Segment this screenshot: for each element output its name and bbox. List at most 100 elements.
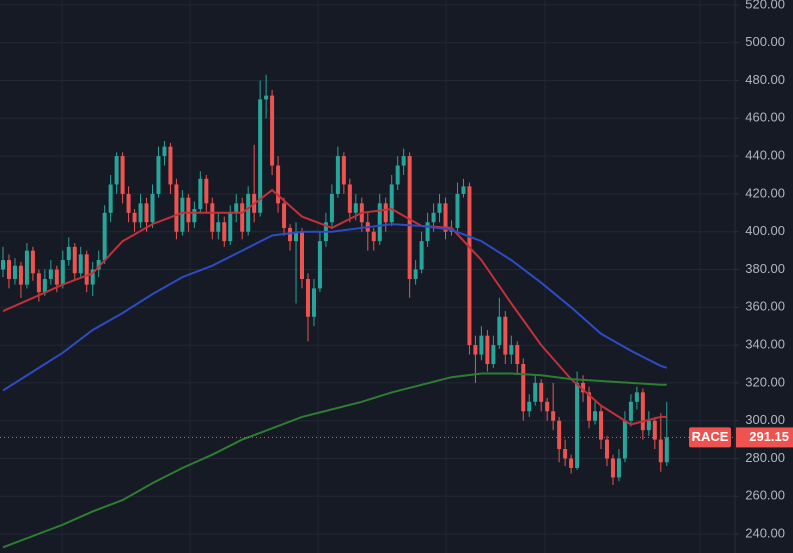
candle-body: [443, 203, 448, 232]
candle-body: [455, 193, 460, 228]
candle-body: [246, 193, 251, 232]
candle-body: [646, 420, 651, 431]
candle-body: [341, 156, 346, 185]
candle-body: [383, 203, 388, 223]
candle-body: [198, 178, 203, 210]
candle-body: [42, 278, 47, 293]
candle-body: [425, 222, 430, 242]
y-tick-label: 320.00: [745, 374, 785, 389]
y-tick-label: 240.00: [745, 526, 785, 541]
candle-body: [54, 269, 59, 285]
candle-body: [509, 345, 514, 355]
candle-body: [168, 146, 173, 185]
candle-body: [545, 401, 550, 412]
candle-body: [270, 95, 275, 166]
candle-body: [658, 439, 663, 463]
candle-body: [587, 392, 592, 421]
candle-body: [473, 345, 478, 355]
candle-body: [24, 250, 29, 285]
y-tick-label: 520.00: [745, 0, 785, 11]
y-tick-label: 440.00: [745, 148, 785, 163]
candle-body: [353, 203, 358, 213]
moving-average-line: [2, 372, 667, 549]
candle-body: [329, 193, 334, 223]
candle-body: [652, 420, 657, 440]
candle-body: [395, 165, 400, 185]
candle-body: [108, 184, 113, 213]
candle-body: [6, 260, 11, 279]
candle-body: [503, 316, 508, 355]
candle-body: [84, 254, 89, 285]
candle-body: [96, 260, 101, 270]
price-badge: [736, 427, 793, 448]
candle-body: [317, 241, 322, 289]
moving-average-line: [2, 223, 668, 392]
candle-body: [186, 197, 191, 223]
candle-body: [90, 269, 95, 285]
candle-body: [593, 411, 598, 421]
candle-body: [126, 193, 131, 213]
candle-body: [563, 449, 568, 459]
symbol-badge: [689, 427, 731, 448]
candle-body: [282, 203, 287, 228]
candle-body: [36, 273, 41, 293]
candle-body: [180, 197, 185, 232]
candle-body: [204, 178, 209, 204]
y-tick-label: 360.00: [745, 299, 785, 314]
candle-body: [305, 278, 310, 317]
candle-body: [78, 254, 83, 274]
candle-body: [569, 458, 574, 468]
candle-body: [431, 212, 436, 223]
candle-body: [288, 227, 293, 242]
candle-body: [240, 203, 245, 232]
candle-body: [604, 439, 609, 459]
candle-body: [174, 184, 179, 232]
y-tick-label: 500.00: [745, 34, 785, 49]
candle-body: [413, 269, 418, 279]
candle-body: [18, 265, 23, 285]
candle-body: [640, 392, 645, 431]
candle-body: [138, 203, 143, 223]
candle-body: [300, 231, 304, 279]
candle-body: [419, 241, 424, 270]
candle-body: [30, 250, 35, 274]
candle-body: [407, 156, 412, 279]
candle-body: [132, 212, 137, 223]
candle-body: [347, 184, 352, 213]
candle-body: [48, 269, 53, 279]
candle-body: [66, 246, 71, 261]
candle-body: [581, 382, 586, 393]
candle-body: [162, 146, 167, 157]
candle-body: [485, 335, 490, 365]
candle-body: [210, 203, 215, 232]
candle-body: [234, 203, 239, 213]
candle-body: [144, 203, 149, 223]
candle-body: [628, 401, 633, 421]
symbol-label: RACE: [692, 429, 729, 444]
candle-body: [377, 203, 382, 242]
candle-body: [1, 260, 5, 270]
candle-body: [622, 420, 627, 459]
y-tick-label: 480.00: [745, 72, 785, 87]
y-tick-label: 420.00: [745, 185, 785, 200]
y-tick-label: 300.00: [745, 412, 785, 427]
candle-body: [335, 156, 340, 194]
y-tick-label: 400.00: [745, 223, 785, 238]
candle-body: [371, 231, 376, 242]
y-tick-label: 260.00: [745, 488, 785, 503]
candle-body: [216, 222, 221, 232]
candle-body: [461, 186, 466, 194]
candle-body: [150, 193, 155, 223]
y-tick-label: 380.00: [745, 261, 785, 276]
candle-body: [491, 345, 496, 365]
candle-body: [533, 382, 538, 402]
candle-body: [258, 99, 263, 213]
candle-body: [515, 345, 520, 365]
candle-body: [551, 411, 556, 421]
candle-body: [557, 420, 562, 450]
candle-body: [539, 382, 544, 402]
candle-body: [276, 165, 281, 204]
candle-body: [294, 231, 299, 242]
